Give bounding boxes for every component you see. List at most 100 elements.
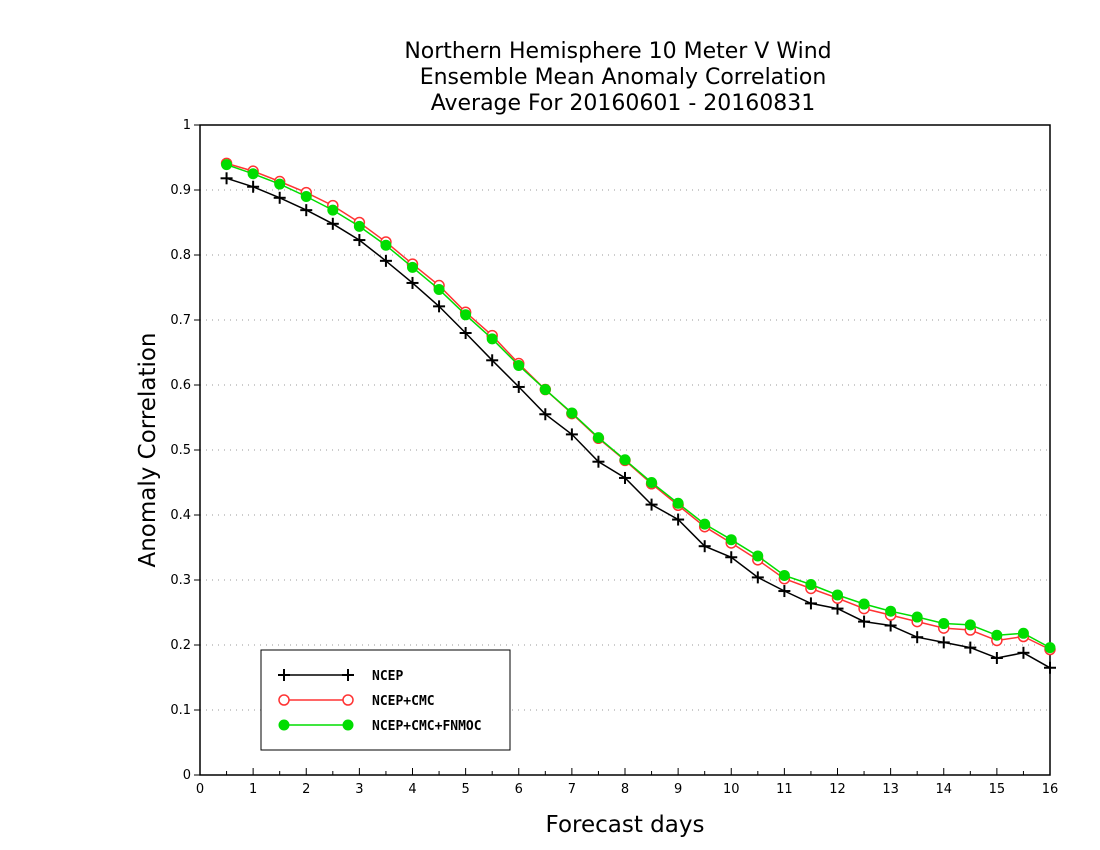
y-tick-label: 0.9 <box>170 183 191 198</box>
series-line <box>226 177 1051 669</box>
data-point <box>513 360 525 371</box>
data-point <box>380 239 392 251</box>
data-point <box>1044 642 1056 654</box>
data-point <box>645 498 658 511</box>
legend-label: NCEP+CMC+FNMOC <box>372 719 482 734</box>
data-point <box>565 428 578 441</box>
x-tick-label: 10 <box>723 782 740 797</box>
data-point <box>778 569 790 581</box>
data-point <box>805 579 817 591</box>
data-point <box>353 220 365 232</box>
x-tick-label: 15 <box>989 782 1006 797</box>
series-ncep <box>220 172 1056 674</box>
data-point <box>778 585 791 598</box>
data-point <box>274 178 286 190</box>
data-point <box>725 551 738 564</box>
x-tick-label: 14 <box>935 782 952 797</box>
data-point <box>220 172 233 185</box>
series-line <box>226 162 1051 651</box>
title-line-2: Ensemble Mean Anomaly Correlation <box>420 65 827 90</box>
legend-entry: NCEP <box>278 669 403 684</box>
data-point <box>407 261 418 273</box>
title-line-3: Average For 20160601 - 20160831 <box>431 91 816 116</box>
data-point <box>327 204 339 216</box>
data-point <box>326 217 339 230</box>
data-point <box>273 191 286 204</box>
data-point <box>592 432 604 444</box>
data-point <box>831 602 844 615</box>
x-tick-label: 1 <box>249 782 257 797</box>
data-point <box>379 254 392 267</box>
x-tick-label: 12 <box>829 782 846 797</box>
legend-marker-right <box>342 694 354 706</box>
data-point <box>672 513 685 526</box>
data-point <box>592 455 605 468</box>
data-point <box>990 652 1003 664</box>
data-point <box>247 180 260 193</box>
data-point <box>486 333 498 345</box>
data-point <box>460 309 472 321</box>
data-point <box>752 550 764 562</box>
x-axis: 0 1 2 3 4 5 6 7 8 9 10 11 12 13 14 15 16 <box>196 768 1058 797</box>
data-point <box>300 191 312 202</box>
data-point <box>221 159 233 171</box>
x-tick-label: 5 <box>461 782 469 797</box>
series-line <box>226 163 1051 649</box>
data-point <box>512 380 525 393</box>
x-tick-label: 0 <box>196 782 204 797</box>
y-tick-label: 0 <box>183 768 191 783</box>
data-point <box>937 636 950 649</box>
x-tick-label: 16 <box>1042 782 1059 797</box>
data-point <box>804 597 817 610</box>
y-tick-label: 0.3 <box>170 573 191 588</box>
y-tick-label: 0.4 <box>170 508 191 523</box>
data-point <box>619 454 631 466</box>
x-axis-label: Forecast days <box>546 812 705 838</box>
data-point <box>751 571 764 584</box>
y-tick-label: 0.5 <box>170 443 191 458</box>
legend-marker-left <box>278 719 290 731</box>
data-point <box>247 168 259 180</box>
data-point <box>858 598 870 610</box>
data-point <box>672 497 684 509</box>
data-point <box>300 204 313 217</box>
x-tick-label: 7 <box>568 782 576 797</box>
data-point <box>433 283 445 295</box>
data-point <box>858 615 871 628</box>
y-tick-label: 0.7 <box>170 313 191 328</box>
x-tick-label: 3 <box>355 782 363 797</box>
x-tick-label: 6 <box>515 782 523 797</box>
series-ncep-cmc-fnmoc <box>221 159 1056 654</box>
y-axis: 0 0.1 0.2 0.3 0.4 0.5 0.6 0.7 0.8 0.9 1 <box>170 118 200 783</box>
x-tick-label: 4 <box>408 782 416 797</box>
data-point <box>885 605 897 617</box>
data-point <box>566 407 578 419</box>
x-tick-label: 8 <box>621 782 629 797</box>
y-tick-label: 0.2 <box>170 638 191 653</box>
data-point <box>353 234 366 247</box>
data-point <box>1044 661 1056 674</box>
data-point <box>619 471 631 484</box>
legend-marker-left <box>278 694 290 706</box>
data-point <box>911 631 924 644</box>
y-tick-label: 0.1 <box>170 703 191 718</box>
title-line-1: Northern Hemisphere 10 Meter V Wind <box>404 39 831 64</box>
data-point <box>911 611 923 623</box>
data-point <box>964 641 977 654</box>
data-point <box>698 540 711 553</box>
data-point <box>832 589 843 601</box>
legend-entry: NCEP+CMC <box>278 694 435 709</box>
x-tick-label: 2 <box>302 782 310 797</box>
data-point <box>646 477 658 488</box>
legend-label: NCEP <box>372 669 403 684</box>
data-point <box>539 384 551 396</box>
data-point <box>406 276 419 289</box>
data-point <box>991 629 1003 641</box>
data-point <box>486 354 499 367</box>
y-tick-label: 0.6 <box>170 378 191 393</box>
data-point <box>938 618 950 630</box>
data-point <box>884 619 897 632</box>
legend-marker-right <box>342 669 354 681</box>
legend-marker-left <box>278 669 290 681</box>
